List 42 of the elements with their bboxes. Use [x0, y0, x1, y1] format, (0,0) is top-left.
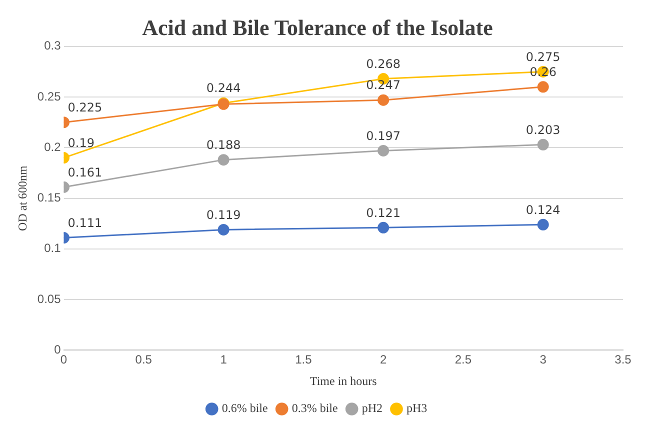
chart-title: Acid and Bile Tolerance of the Isolate — [142, 14, 494, 40]
data-label: 0.247 — [366, 78, 401, 92]
y-tick-label: 0.05 — [37, 292, 62, 306]
point — [378, 94, 390, 106]
data-label: 0.275 — [526, 50, 560, 64]
data-label: 0.203 — [526, 122, 560, 137]
data-label: 0.111 — [68, 216, 102, 230]
x-tick-label: 3.5 — [614, 352, 632, 367]
x-tick-label: 1 — [220, 352, 228, 367]
y-tick-label: 0.25 — [37, 89, 62, 104]
y-tick-label: 0 — [54, 342, 62, 357]
data-label: 0.225 — [68, 100, 102, 114]
y-tick-label: 0.3 — [44, 38, 62, 53]
legend-label: 0.3% bile — [292, 401, 338, 416]
data-label: 0.161 — [68, 165, 102, 180]
data-label: 0.121 — [366, 206, 401, 220]
x-tick-label: 0.5 — [135, 352, 152, 367]
legend-label: pH2 — [362, 401, 382, 416]
data-label: 0.268 — [366, 56, 401, 71]
point — [537, 218, 549, 230]
data-label: 0.26 — [530, 65, 556, 80]
data-label: 0.188 — [206, 138, 241, 152]
y-tick-label: 0.2 — [44, 140, 62, 154]
x-tick-label: 2.5 — [454, 352, 472, 367]
legend-label: 0.6% bile — [222, 401, 268, 416]
x-tick-label: 1.5 — [295, 352, 312, 367]
point — [378, 144, 390, 156]
legend-label: pH3 — [406, 401, 428, 416]
x-axis-title: Time in hours — [310, 374, 378, 388]
x-tick-label: 2 — [380, 352, 387, 367]
y-tick-label: 0.1 — [44, 241, 62, 256]
data-label: 0.19 — [68, 136, 94, 150]
point — [537, 81, 549, 93]
point — [537, 138, 549, 150]
x-tick-label: 3 — [540, 352, 547, 367]
y-axis-title: OD at 600nm — [15, 164, 30, 231]
point — [378, 222, 390, 234]
data-label: 0.119 — [206, 208, 241, 222]
data-label: 0.197 — [366, 128, 401, 143]
data-label: 0.244 — [206, 81, 241, 96]
data-label: 0.124 — [526, 202, 560, 217]
y-tick-label: 0.15 — [37, 190, 62, 205]
